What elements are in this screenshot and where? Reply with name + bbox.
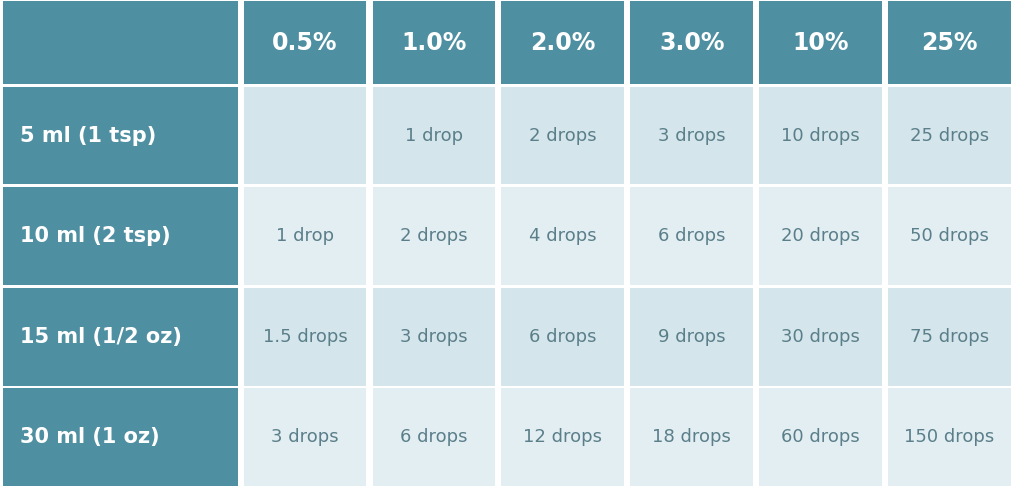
Text: 10 ml (2 tsp): 10 ml (2 tsp) [20,226,171,246]
Bar [3,288,238,386]
Bar [244,288,366,386]
Bar [759,288,882,386]
Text: 150 drops: 150 drops [904,428,995,446]
Bar [501,288,624,386]
Bar [759,187,882,285]
Text: 1.0%: 1.0% [401,31,467,55]
Bar [3,87,238,184]
Bar [3,187,238,285]
Text: 30 ml (1 oz): 30 ml (1 oz) [20,427,160,447]
Bar [630,187,753,285]
Bar [888,388,1011,486]
Bar [501,87,624,184]
Bar [888,87,1011,184]
Bar [373,187,495,285]
Bar [373,1,495,84]
Text: 30 drops: 30 drops [782,328,860,346]
Text: 4 drops: 4 drops [529,227,597,245]
Text: 60 drops: 60 drops [782,428,860,446]
Text: 10 drops: 10 drops [782,127,860,144]
Text: 25 drops: 25 drops [910,127,989,144]
Bar [888,1,1011,84]
Bar [759,87,882,184]
Text: 2.0%: 2.0% [530,31,596,55]
Text: 3 drops: 3 drops [658,127,726,144]
Text: 3 drops: 3 drops [400,328,468,346]
Bar [373,288,495,386]
Text: 75 drops: 75 drops [910,328,989,346]
Bar [3,388,238,486]
Text: 1.5 drops: 1.5 drops [263,328,347,346]
Bar [501,388,624,486]
Bar [888,288,1011,386]
Text: 10%: 10% [793,31,849,55]
Text: 18 drops: 18 drops [653,428,731,446]
Bar [630,288,753,386]
Text: 0.5%: 0.5% [272,31,338,55]
Bar [373,388,495,486]
Text: 3 drops: 3 drops [271,428,339,446]
Bar [244,388,366,486]
Bar [759,1,882,84]
Text: 1 drop: 1 drop [276,227,334,245]
Bar [888,187,1011,285]
Text: 6 drops: 6 drops [400,428,468,446]
Text: 6 drops: 6 drops [529,328,597,346]
Text: 25%: 25% [922,31,977,55]
Text: 6 drops: 6 drops [658,227,726,245]
Text: 50 drops: 50 drops [910,227,989,245]
Text: 2 drops: 2 drops [400,227,468,245]
Bar [244,87,366,184]
Text: 9 drops: 9 drops [658,328,726,346]
Text: 5 ml (1 tsp): 5 ml (1 tsp) [20,126,156,145]
Bar [501,187,624,285]
Text: 15 ml (1/2 oz): 15 ml (1/2 oz) [20,327,182,346]
Bar [630,1,753,84]
Bar [501,1,624,84]
Bar [759,388,882,486]
Text: 12 drops: 12 drops [524,428,602,446]
Bar [3,1,238,84]
Text: 1 drop: 1 drop [405,127,463,144]
Text: 20 drops: 20 drops [782,227,860,245]
Text: 3.0%: 3.0% [659,31,725,55]
Bar [373,87,495,184]
Bar [630,388,753,486]
Bar [244,187,366,285]
Text: 2 drops: 2 drops [529,127,597,144]
Bar [244,1,366,84]
Bar [630,87,753,184]
